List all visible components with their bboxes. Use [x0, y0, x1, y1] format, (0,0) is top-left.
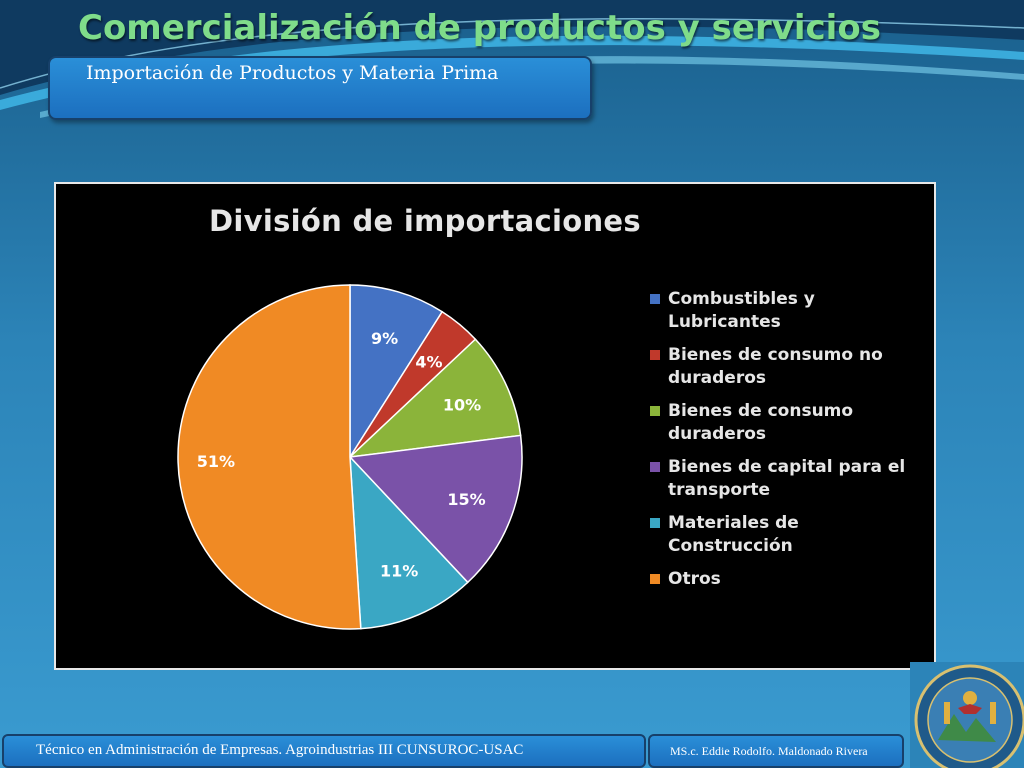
slice-data-label: 9%	[371, 329, 398, 348]
slice-data-label: 10%	[443, 395, 481, 414]
subtitle-box: Importación de Productos y Materia Prima	[48, 56, 592, 120]
footer-author-text: MS.c. Eddie Rodolfo. Maldonado Rivera	[670, 744, 868, 758]
footer-course-box: Técnico en Administración de Empresas. A…	[2, 734, 646, 768]
legend-swatch	[650, 406, 660, 416]
legend-label: Bienes de consumo duraderos	[668, 401, 854, 444]
slice-data-label: 15%	[447, 490, 485, 509]
legend-swatch	[650, 350, 660, 360]
pie-slice	[349, 454, 469, 630]
legend-label: Otros	[668, 569, 721, 589]
footer-course-text: Técnico en Administración de Empresas. A…	[36, 742, 524, 758]
legend-swatch	[650, 574, 660, 584]
legend-label: Combustibles y Lubricantes	[668, 289, 815, 332]
legend-item: Bienes de consumo duraderos	[638, 400, 928, 446]
chart-legend: Combustibles y Lubricantes Bienes de cons…	[638, 288, 928, 601]
university-seal-icon	[910, 662, 1024, 768]
slice-data-label: 51%	[197, 452, 235, 471]
legend-item: Combustibles y Lubricantes	[638, 288, 928, 334]
subtitle-text: Importación de Productos y Materia Prima	[86, 62, 499, 84]
legend-label: Bienes de capital para el transporte	[668, 457, 906, 500]
pie-slice	[349, 284, 444, 460]
legend-label: Bienes de consumo no duraderos	[668, 345, 883, 388]
pie-slice	[347, 338, 522, 459]
pie-slice	[177, 284, 362, 630]
legend-item: Materiales de Construcción	[638, 512, 928, 558]
legend-item: Bienes de capital para el transporte	[638, 456, 928, 502]
legend-swatch	[650, 294, 660, 304]
legend-swatch	[650, 518, 660, 528]
chart-title: División de importaciones	[209, 204, 641, 238]
legend-item: Otros	[638, 568, 928, 591]
slice-data-label: 11%	[380, 562, 418, 581]
legend-label: Materiales de Construcción	[668, 513, 799, 556]
pie-chart: 9% 4% 10% 15% 11% 51% División de importacion…	[54, 182, 936, 670]
legend-item: Bienes de consumo no duraderos	[638, 344, 928, 390]
slice-data-label: 4%	[415, 353, 442, 372]
pie-slice	[348, 434, 523, 584]
pie-chart-canvas: 9% 4% 10% 15% 11% 51%	[177, 284, 523, 630]
slide-title: Comercialización de productos y servicio…	[78, 8, 881, 48]
legend-swatch	[650, 462, 660, 472]
footer-author-box: MS.c. Eddie Rodolfo. Maldonado Rivera	[648, 734, 904, 768]
